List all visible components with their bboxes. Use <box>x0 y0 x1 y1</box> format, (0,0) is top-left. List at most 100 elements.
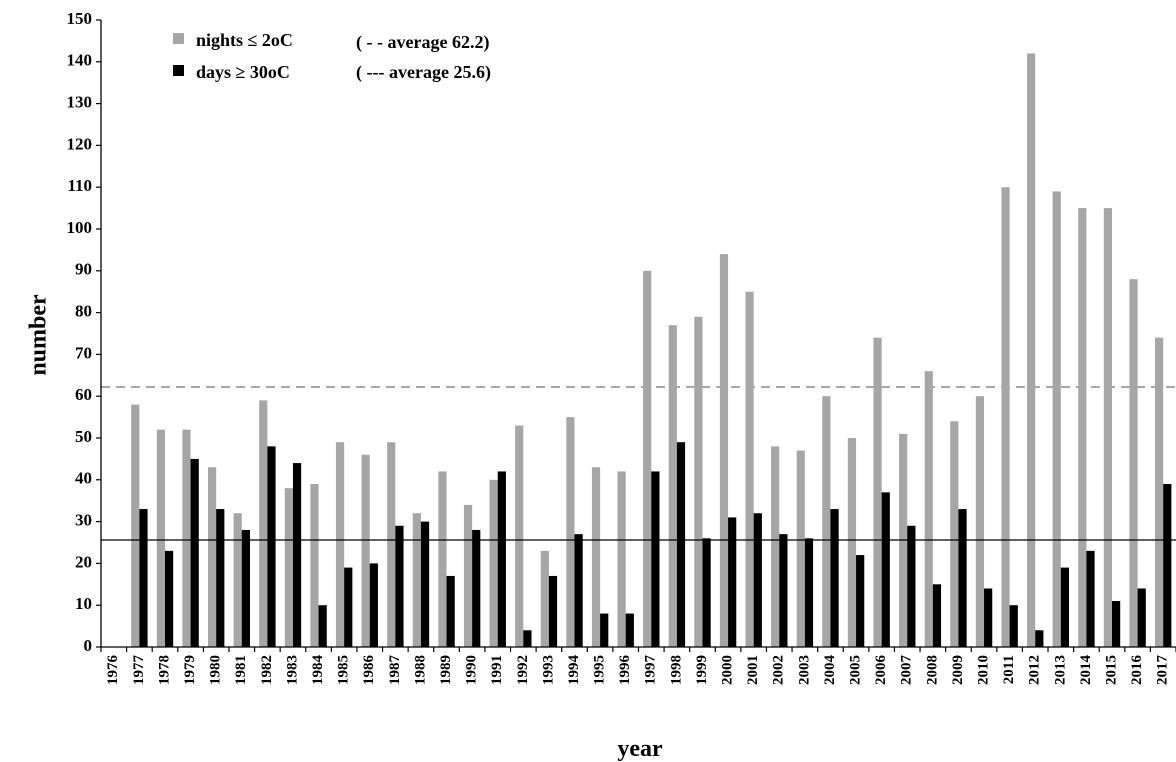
x-tick-label: 2003 <box>796 655 812 685</box>
bar-days-1996 <box>625 613 634 647</box>
x-tick-label: 2016 <box>1129 655 1145 686</box>
bar-days-2008 <box>932 584 942 647</box>
bar-days-1999 <box>702 538 711 647</box>
y-tick-label: 50 <box>75 427 92 446</box>
y-tick-label: 140 <box>67 51 93 70</box>
bar-nights-2010 <box>975 396 985 647</box>
bar-nights-2012 <box>1027 53 1036 647</box>
bar-nights-2009 <box>950 421 959 647</box>
legend-average-nights: ( - - average 62.2) <box>356 32 489 53</box>
x-tick-label: 1978 <box>156 655 172 685</box>
bar-days-2007 <box>907 525 916 647</box>
x-tick-label: 1980 <box>208 655 224 685</box>
x-tick-label: 2014 <box>1078 655 1094 686</box>
bar-days-1990 <box>472 529 481 647</box>
x-tick-labels: 1976 1977 1978 1979 1980 1981 1982 1983 1984 1985… <box>105 655 1170 686</box>
bar-nights-2014 <box>1078 208 1087 647</box>
bar-nights-1987 <box>387 442 396 647</box>
bar-days-1989 <box>446 575 455 647</box>
bar-days-1987 <box>395 525 404 647</box>
bar-days-2006 <box>881 492 890 647</box>
bar-nights-1993 <box>540 550 549 647</box>
bar-days-2012 <box>1035 630 1044 647</box>
y-tick-label: 120 <box>67 134 93 153</box>
x-tick-label: 1994 <box>566 655 582 686</box>
bar-days-1993 <box>548 575 558 647</box>
bar-days-2009 <box>958 509 967 647</box>
bar-days-1991 <box>497 471 506 647</box>
bar-days-2013 <box>1060 567 1070 647</box>
bar-days-2004 <box>830 509 839 647</box>
x-tick-label: 1995 <box>592 655 608 685</box>
bar-days-2011 <box>1009 605 1018 647</box>
x-tick-label: 1989 <box>438 655 454 685</box>
bar-nights-1984 <box>310 483 319 647</box>
y-tick-label: 150 <box>67 9 93 28</box>
bar-nights-1978 <box>156 429 165 647</box>
y-tick-label: 40 <box>75 469 92 488</box>
bar-nights-1992 <box>515 425 524 647</box>
bar-days-1998 <box>676 442 686 647</box>
bar-nights-2003 <box>796 450 805 647</box>
x-tick-label: 1984 <box>310 655 326 686</box>
y-tick-label: 130 <box>67 93 93 112</box>
reference-lines <box>101 386 1176 541</box>
bar-nights-1999 <box>694 316 703 647</box>
bar-nights-1995 <box>591 467 601 647</box>
legend-swatch-nights <box>173 33 184 44</box>
x-tick-label: 1997 <box>643 655 659 686</box>
bar-days-1995 <box>600 613 609 647</box>
y-tick-label: 90 <box>75 260 92 279</box>
bar-days-2014 <box>1086 550 1095 647</box>
bar-days-1984 <box>318 605 327 647</box>
bar-nights-1983 <box>284 488 293 647</box>
bar-nights-1988 <box>412 513 421 647</box>
y-tick-labels: 0 10 20 30 40 50 60 70 80 90 100 110 120 130 140 150 <box>67 9 93 655</box>
x-tick-label: 2013 <box>1052 655 1068 685</box>
bar-nights-2001 <box>745 291 754 647</box>
bar-nights-1982 <box>259 400 268 647</box>
x-tick-label: 1982 <box>259 655 275 685</box>
bar-days-2015 <box>1112 601 1121 647</box>
bar-days-1985 <box>344 567 353 647</box>
bar-nights-1989 <box>438 471 447 647</box>
x-tick-label: 2017 <box>1155 655 1171 686</box>
x-tick-label: 2012 <box>1027 655 1043 685</box>
bar-days-2017 <box>1163 483 1172 647</box>
bar-days-2016 <box>1137 588 1146 647</box>
bar-nights-2002 <box>771 446 780 647</box>
x-tick-label: 1999 <box>694 655 710 685</box>
x-tick-label: 1992 <box>515 655 531 685</box>
bar-nights-1998 <box>668 325 677 647</box>
bar-days-1981 <box>241 529 250 647</box>
bar-days-1979 <box>190 458 199 647</box>
bar-nights-2011 <box>1001 187 1010 647</box>
y-tick-label: 30 <box>75 511 92 530</box>
x-tick-label: 1993 <box>540 655 556 685</box>
y-tick-label: 100 <box>67 218 93 237</box>
bar-days-2003 <box>804 538 814 647</box>
x-tick-label: 1991 <box>489 655 505 685</box>
bar-days-2005 <box>856 555 865 647</box>
x-tick-label: 2005 <box>847 655 863 685</box>
bar-nights-1981 <box>233 513 242 647</box>
bar-nights-2000 <box>719 254 729 647</box>
bar-nights-1979 <box>182 429 191 647</box>
bar-nights-2016 <box>1129 279 1138 647</box>
bar-nights-2008 <box>924 371 933 647</box>
x-tick-label: 2000 <box>720 655 736 685</box>
x-tick-label: 1988 <box>412 655 428 685</box>
y-axis-title: number <box>26 294 52 376</box>
bar-days-1988 <box>420 521 430 647</box>
x-tick-label: 1990 <box>464 655 480 685</box>
legend-label-days: days ≥ 30oC <box>196 62 290 82</box>
bar-days-1986 <box>369 563 378 647</box>
x-tick-label: 2010 <box>975 655 991 685</box>
x-tick-label: 2001 <box>745 655 761 685</box>
bar-nights-2013 <box>1052 191 1061 647</box>
x-tick-label: 1998 <box>668 655 684 685</box>
legend-average-days: ( --- average 25.6) <box>356 62 491 83</box>
x-tick-label: 2006 <box>873 655 889 686</box>
bar-nights-1990 <box>463 504 473 647</box>
